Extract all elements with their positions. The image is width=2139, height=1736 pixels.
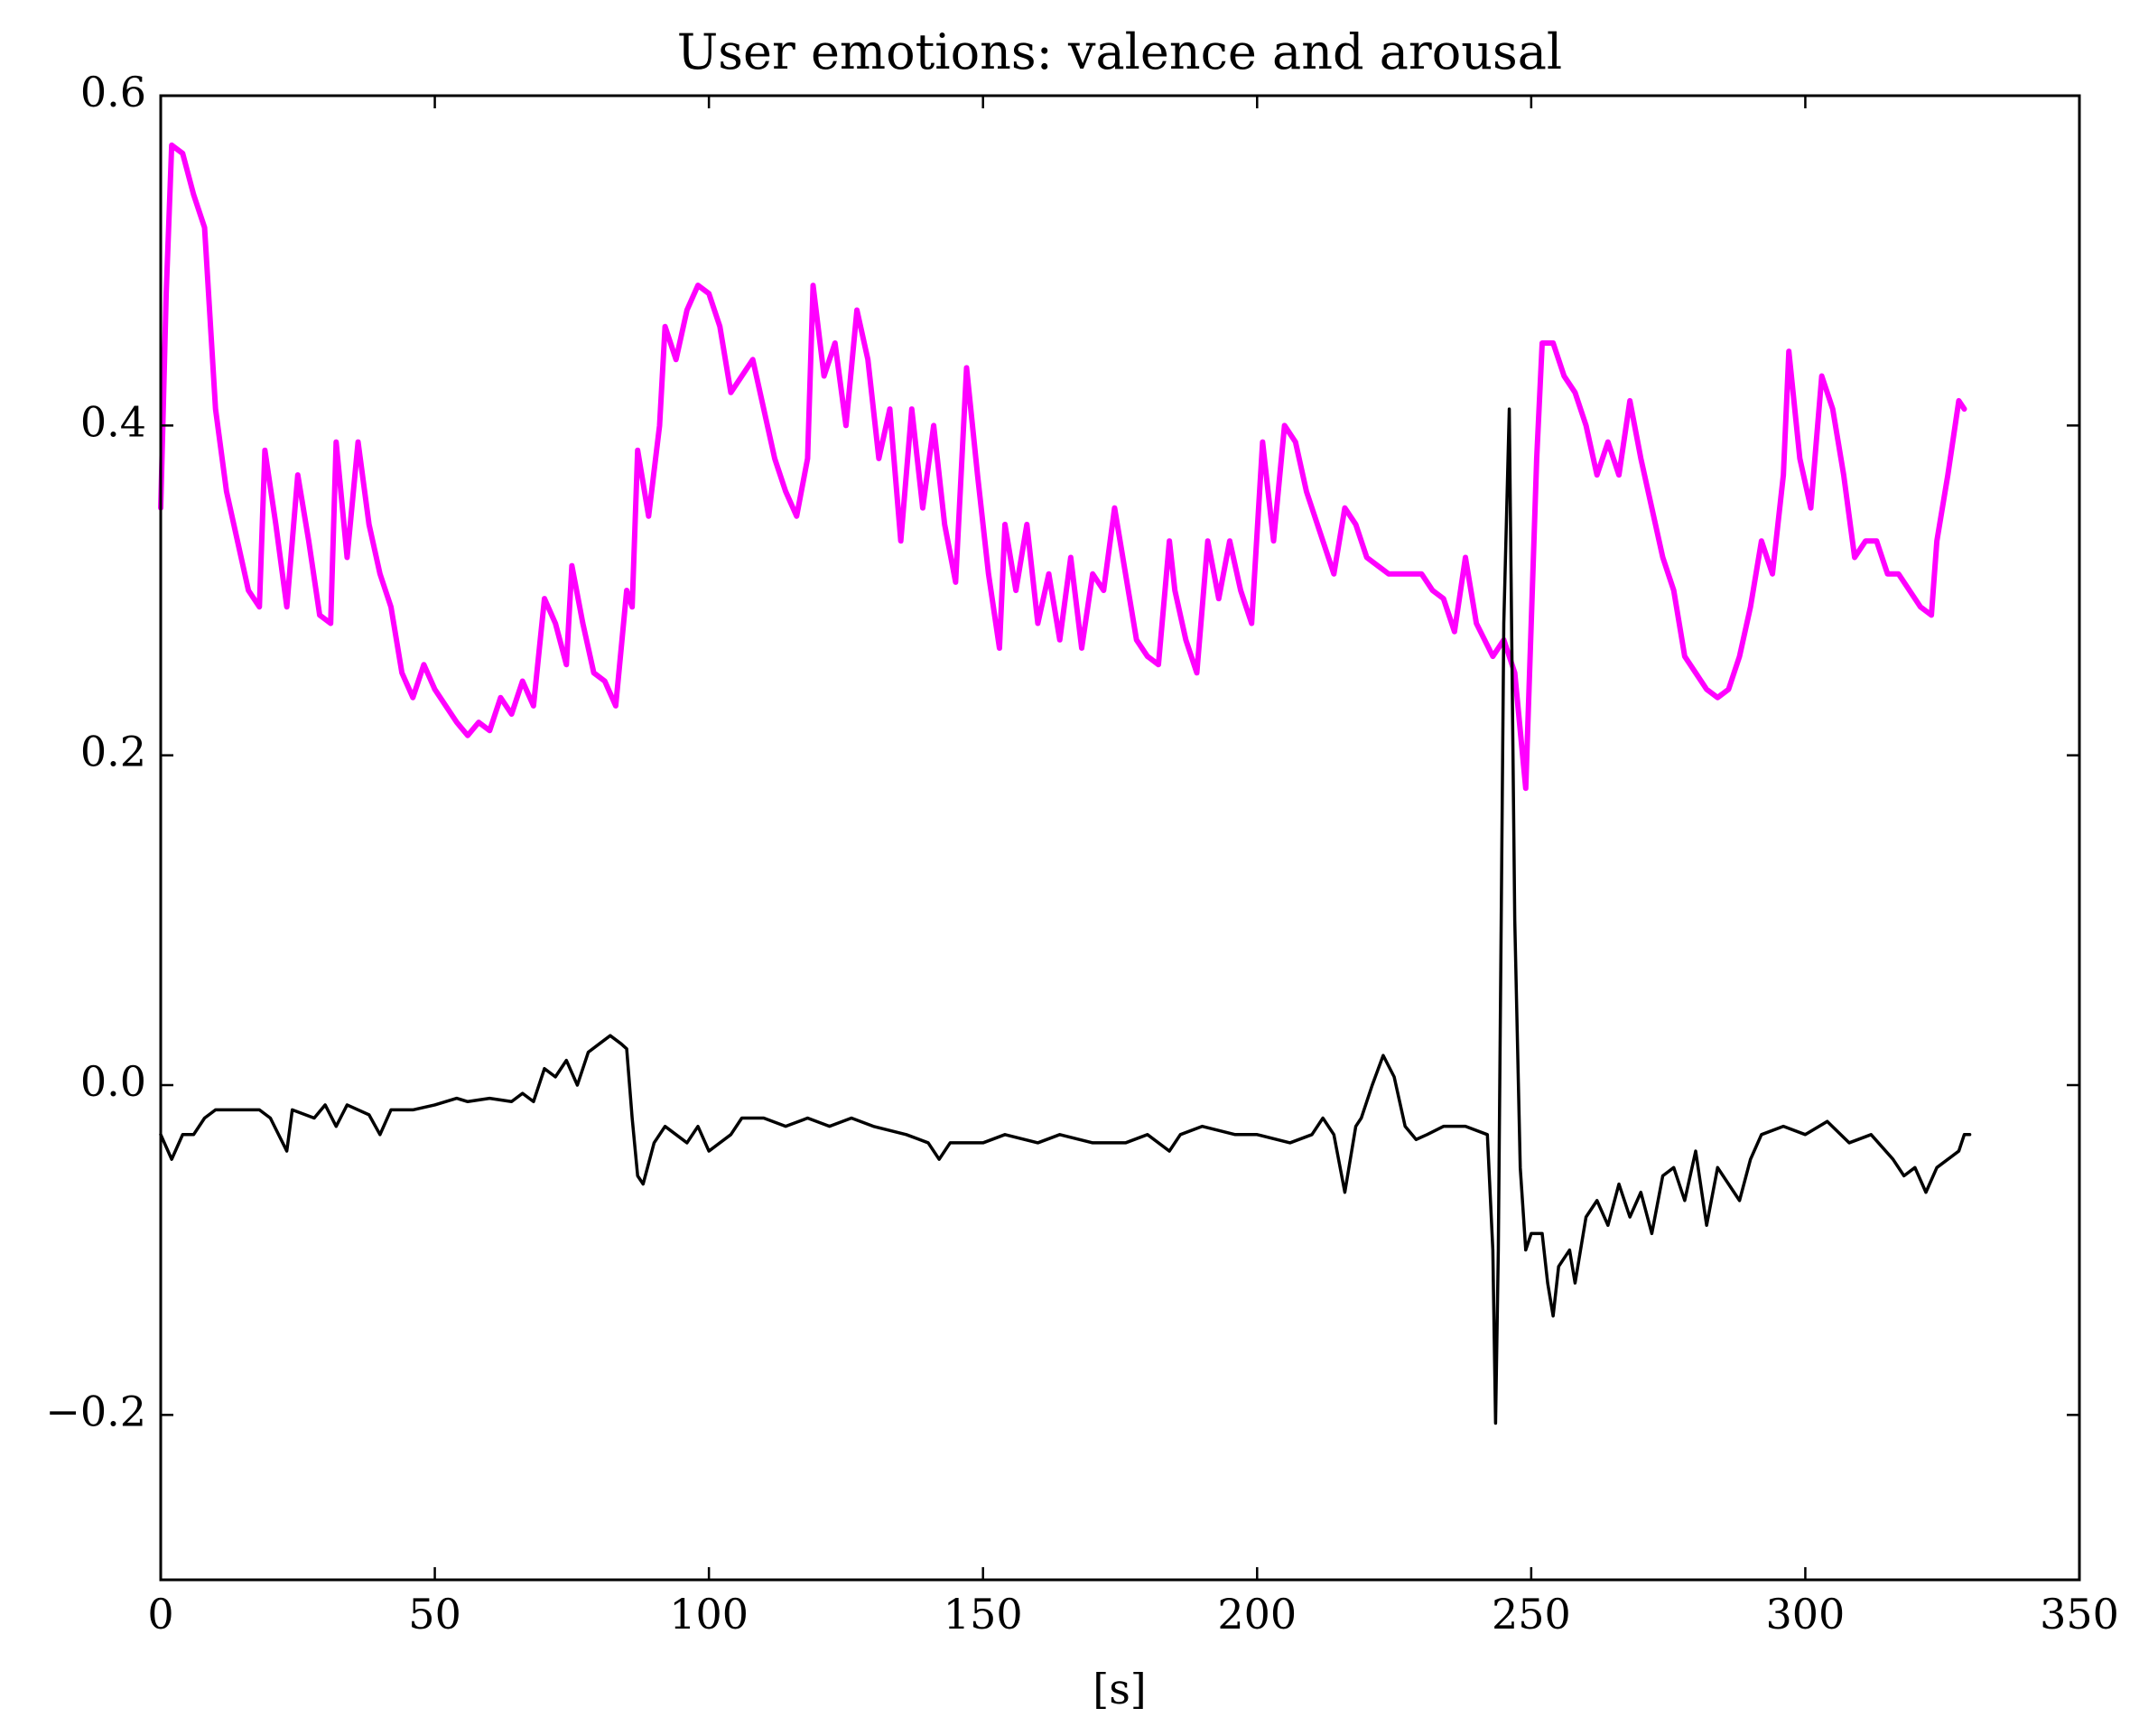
x-tick-label: 200	[1217, 1590, 1297, 1639]
chart-title: User emotions: valence and arousal	[677, 23, 1562, 80]
axes-frame	[159, 94, 2081, 1582]
x-axis-label: [s]	[1093, 1665, 1147, 1713]
x-tick-label: 0	[147, 1590, 173, 1639]
x-tick-label: 300	[1766, 1590, 1846, 1639]
y-tick-label: −0.2	[45, 1387, 146, 1435]
y-tick-label: 0.4	[80, 397, 146, 446]
x-tick-label: 250	[1492, 1590, 1571, 1639]
series-line	[158, 142, 1967, 792]
x-tick-label: 100	[669, 1590, 749, 1639]
x-tick-label: 150	[944, 1590, 1023, 1639]
plot-area	[158, 142, 1972, 1425]
x-tick-label: 50	[408, 1590, 461, 1639]
series-line	[159, 407, 1972, 1425]
y-tick-label: 0.6	[80, 68, 146, 116]
x-tick-label: 350	[2040, 1590, 2119, 1639]
y-tick-label: 0.2	[80, 728, 146, 776]
y-tick-label: 0.0	[80, 1057, 146, 1106]
